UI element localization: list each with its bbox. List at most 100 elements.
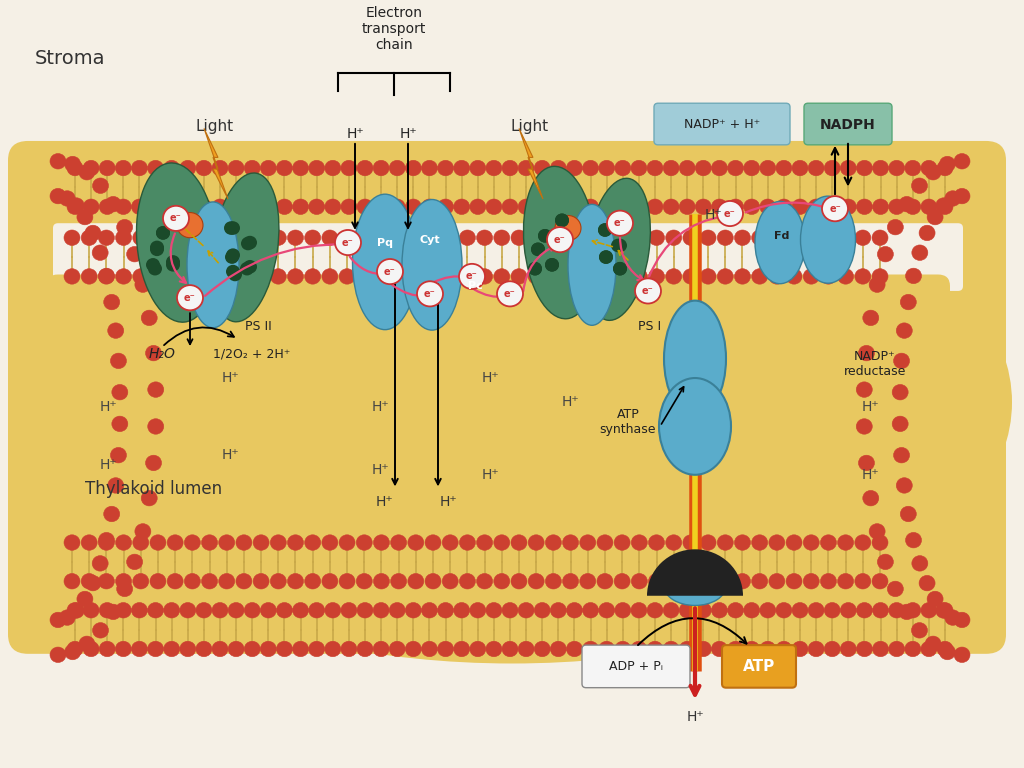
Circle shape (528, 262, 542, 276)
Circle shape (562, 535, 579, 551)
Circle shape (147, 161, 164, 176)
Circle shape (769, 269, 784, 284)
Circle shape (666, 535, 682, 551)
Circle shape (244, 161, 260, 176)
Circle shape (135, 524, 151, 539)
Circle shape (555, 216, 581, 240)
Circle shape (566, 199, 583, 214)
Circle shape (824, 161, 841, 176)
Circle shape (546, 230, 561, 246)
Circle shape (583, 199, 599, 214)
Circle shape (599, 250, 613, 264)
Circle shape (253, 269, 269, 284)
Circle shape (872, 535, 888, 551)
Text: Stroma: Stroma (35, 49, 105, 68)
Circle shape (339, 230, 355, 246)
Circle shape (116, 603, 131, 618)
Circle shape (911, 178, 928, 194)
FancyBboxPatch shape (53, 223, 963, 291)
Circle shape (164, 641, 179, 657)
Circle shape (81, 269, 97, 284)
FancyBboxPatch shape (722, 645, 796, 687)
Circle shape (939, 157, 955, 172)
Circle shape (454, 641, 470, 657)
FancyBboxPatch shape (46, 274, 950, 554)
Circle shape (173, 212, 187, 225)
Circle shape (167, 574, 183, 589)
Circle shape (632, 574, 647, 589)
Circle shape (164, 199, 179, 214)
Circle shape (241, 237, 255, 250)
Text: H⁺: H⁺ (561, 396, 579, 409)
Circle shape (422, 641, 437, 657)
Circle shape (752, 535, 768, 551)
Text: H⁺: H⁺ (686, 710, 703, 723)
Circle shape (502, 603, 518, 618)
Circle shape (580, 574, 596, 589)
Text: H⁺: H⁺ (99, 458, 117, 472)
Circle shape (244, 199, 260, 214)
Circle shape (148, 262, 162, 276)
Circle shape (494, 269, 510, 284)
Circle shape (869, 277, 885, 293)
Circle shape (454, 161, 470, 176)
Text: H⁺: H⁺ (375, 495, 393, 509)
Circle shape (98, 230, 115, 246)
Circle shape (648, 574, 665, 589)
Circle shape (180, 641, 196, 657)
Circle shape (196, 161, 212, 176)
Circle shape (357, 603, 373, 618)
Circle shape (67, 199, 83, 214)
Circle shape (863, 491, 879, 506)
Ellipse shape (586, 178, 650, 320)
Circle shape (664, 603, 679, 618)
Circle shape (79, 636, 95, 651)
Circle shape (454, 603, 470, 618)
Circle shape (889, 161, 904, 176)
Circle shape (226, 221, 240, 235)
Circle shape (293, 603, 308, 618)
Circle shape (166, 255, 180, 269)
Circle shape (63, 230, 80, 246)
Circle shape (841, 199, 856, 214)
Circle shape (863, 310, 879, 326)
Text: e⁻: e⁻ (170, 214, 182, 223)
Circle shape (127, 554, 142, 570)
Circle shape (270, 574, 287, 589)
Circle shape (856, 603, 872, 618)
Circle shape (683, 230, 699, 246)
Circle shape (822, 196, 848, 221)
Circle shape (841, 641, 856, 657)
Circle shape (803, 574, 819, 589)
Circle shape (614, 161, 631, 176)
Circle shape (647, 161, 663, 176)
Text: Fd: Fd (774, 231, 790, 241)
Circle shape (108, 323, 124, 339)
Circle shape (599, 199, 614, 214)
Circle shape (921, 641, 937, 657)
Circle shape (374, 535, 389, 551)
Circle shape (253, 574, 269, 589)
Circle shape (700, 269, 716, 284)
Circle shape (225, 250, 239, 264)
Circle shape (900, 294, 916, 310)
Circle shape (511, 574, 527, 589)
Text: e⁻: e⁻ (504, 289, 516, 299)
FancyBboxPatch shape (8, 141, 1006, 654)
Circle shape (219, 230, 234, 246)
Text: ADP + Pᵢ: ADP + Pᵢ (609, 660, 663, 673)
Circle shape (357, 199, 373, 214)
Circle shape (927, 591, 943, 607)
Circle shape (116, 574, 131, 589)
Circle shape (470, 641, 485, 657)
Circle shape (476, 535, 493, 551)
Circle shape (147, 199, 164, 214)
Circle shape (470, 199, 485, 214)
Circle shape (700, 535, 716, 551)
Circle shape (111, 353, 126, 369)
Circle shape (583, 161, 599, 176)
Text: e⁻: e⁻ (342, 237, 354, 247)
Polygon shape (204, 128, 228, 199)
Circle shape (92, 245, 109, 260)
Circle shape (683, 535, 699, 551)
